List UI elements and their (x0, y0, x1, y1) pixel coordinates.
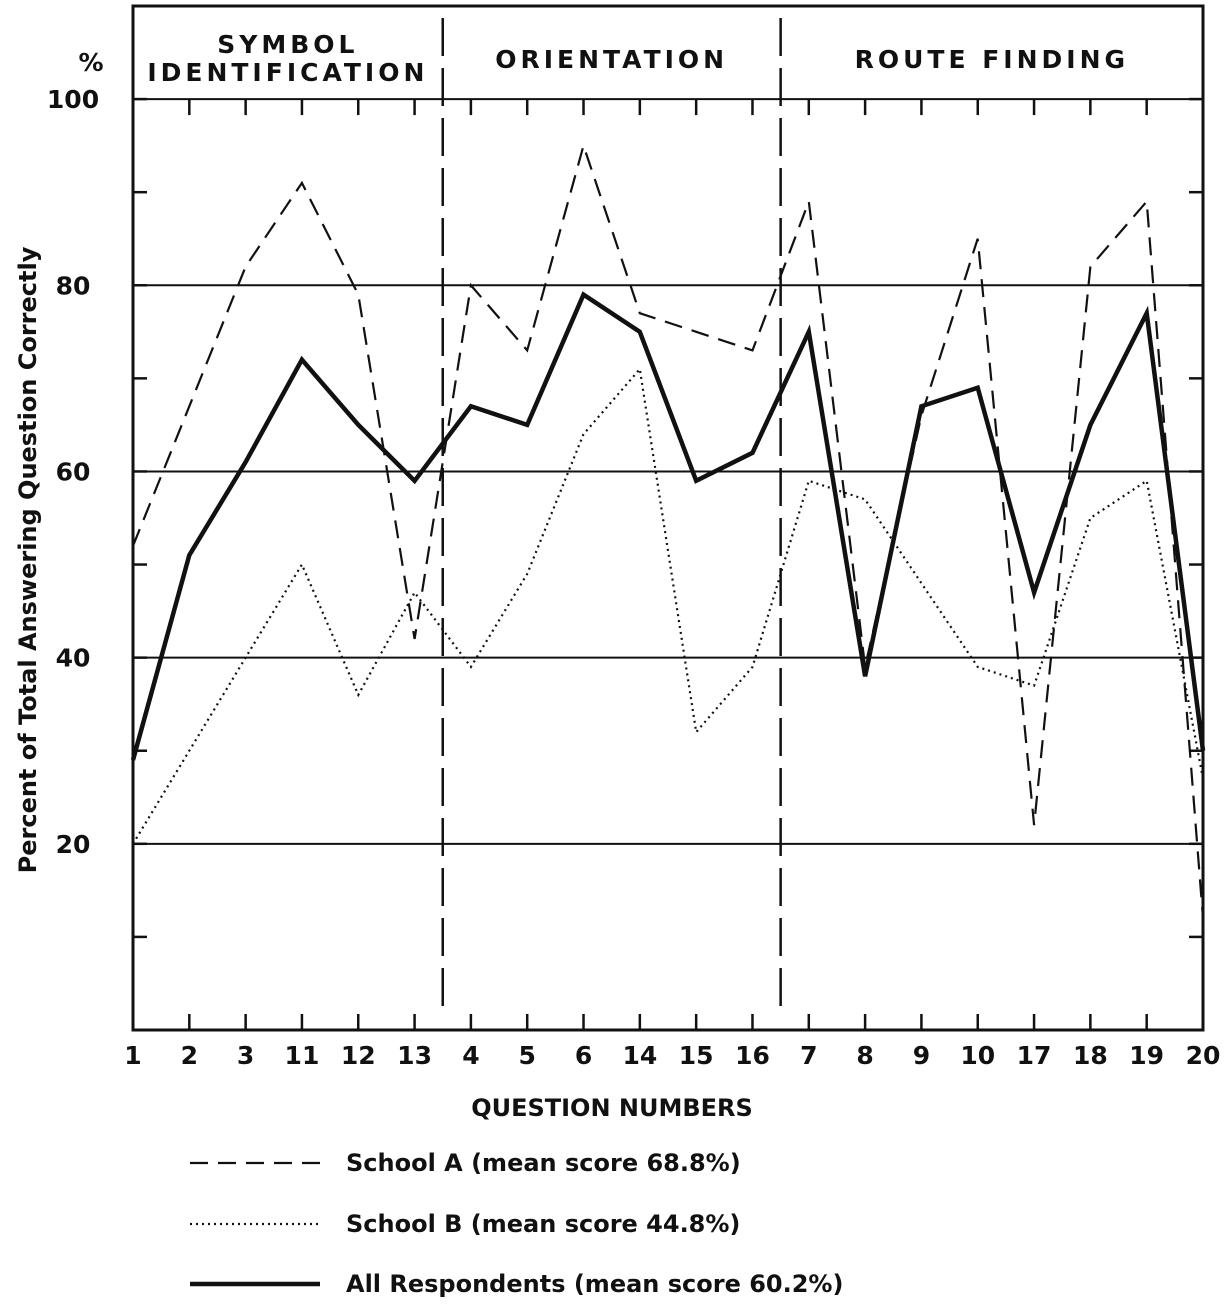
section-label: IDENTIFICATION (147, 58, 428, 87)
section-label: SYMBOL (217, 30, 358, 59)
gridlines (133, 98, 1203, 845)
x-tick-label: 7 (800, 1041, 817, 1070)
y-tick-label: 100 (47, 85, 99, 114)
x-tick-label: 8 (856, 1041, 873, 1070)
series-line-school-a (131, 141, 1205, 919)
x-tick-label: 5 (519, 1041, 536, 1070)
y-tick-label: 40 (56, 644, 91, 673)
series-line-school-b (132, 366, 1205, 845)
x-tick-label: 20 (1186, 1041, 1221, 1070)
x-tick-label: 11 (285, 1041, 320, 1070)
x-tick-label: 3 (237, 1041, 254, 1070)
y-tick-label: 60 (56, 457, 91, 486)
legend: School A (mean score 68.8%) School B (mea… (190, 1149, 843, 1298)
x-axis-title: QUESTION NUMBERS (471, 1094, 753, 1122)
x-tick-label: 16 (735, 1041, 770, 1070)
y-tick-label: 80 (56, 271, 91, 300)
series-lines (130, 141, 1206, 919)
x-tick-label: 10 (960, 1041, 995, 1070)
x-tick-label: 4 (462, 1041, 479, 1070)
legend-entry: School B (mean score 44.8%) (346, 1210, 740, 1238)
y-axis-ticks: 20 40 60 80 100 (47, 85, 1203, 939)
x-tick-label: 1 (124, 1041, 141, 1070)
y-tick-label: 20 (56, 830, 91, 859)
legend-entry: All Respondents (mean score 60.2%) (346, 1270, 843, 1298)
x-tick-label: 12 (341, 1041, 376, 1070)
section-label: ORIENTATION (495, 45, 728, 74)
x-tick-label: 17 (1017, 1041, 1052, 1070)
legend-entry: School A (mean score 68.8%) (346, 1149, 741, 1177)
x-tick-label: 18 (1073, 1041, 1108, 1070)
plot-border (131, 4, 1205, 1032)
x-axis-ticks: 1 2 3 11 12 13 4 5 6 14 15 16 7 8 9 10 17 18 19 20 (124, 99, 1220, 1070)
x-tick-label: 13 (397, 1041, 432, 1070)
y-axis-title: Percent of Total Answering Question Corr… (14, 246, 42, 873)
section-label: ROUTE FINDING (855, 45, 1129, 74)
x-tick-label: 19 (1129, 1041, 1164, 1070)
x-tick-label: 9 (913, 1041, 930, 1070)
y-axis-unit: % (78, 48, 103, 77)
x-tick-label: 14 (622, 1041, 657, 1070)
plot-frame (131, 4, 1205, 1032)
series-line-all-respondents (130, 291, 1206, 761)
x-tick-label: 15 (679, 1041, 714, 1070)
x-tick-label: 6 (575, 1041, 592, 1070)
x-tick-label: 2 (181, 1041, 198, 1070)
